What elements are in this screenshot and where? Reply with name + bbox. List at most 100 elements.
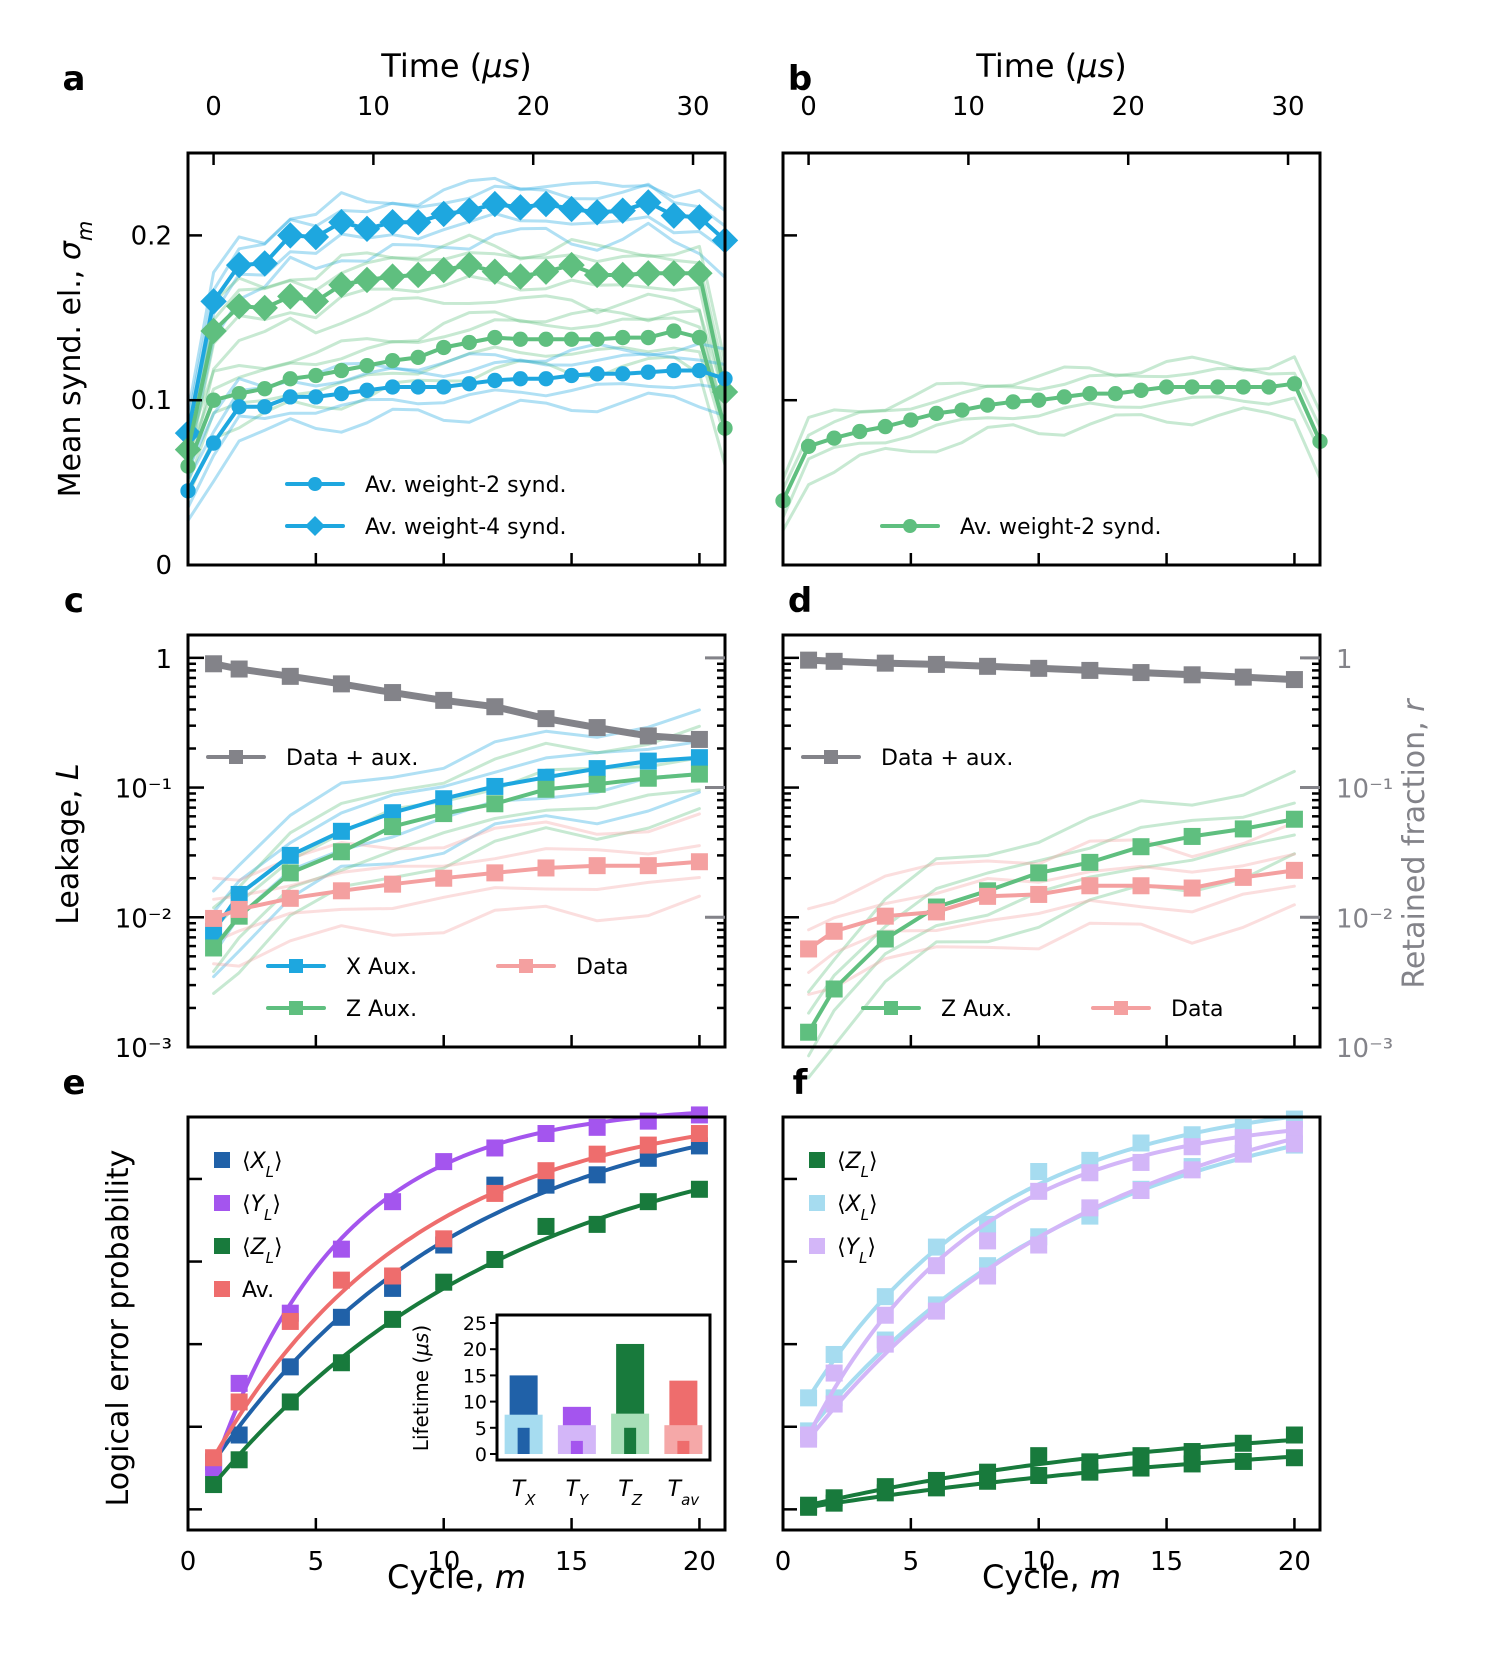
legend-label: Data + aux. [286, 746, 418, 771]
data-point [1285, 671, 1303, 689]
data-point [332, 1308, 350, 1326]
top-axis-title: Time (μs) [975, 47, 1126, 85]
inset-bar-inner [624, 1427, 637, 1454]
inset-bar-inner [570, 1440, 583, 1454]
inset-x-label: Tav [668, 1477, 701, 1509]
text-span: μs [481, 47, 519, 85]
text-span: X [524, 1491, 536, 1509]
data-point [800, 1023, 818, 1041]
data-point [686, 204, 713, 231]
data-point [281, 864, 299, 882]
text-span: Mean synd. el., [53, 260, 88, 497]
data-point [979, 1463, 997, 1481]
data-point [302, 223, 330, 251]
data-point [686, 260, 713, 287]
data-point [205, 655, 223, 673]
top-tick-label: 30 [1271, 92, 1304, 122]
faint-trace [212, 807, 701, 995]
data-point [690, 765, 708, 783]
faint-trace [781, 367, 1322, 491]
data-point [251, 294, 278, 322]
data-point [1285, 1449, 1303, 1467]
inset-y-tick-label: 0 [475, 1444, 487, 1466]
legend-label: Z Aux. [941, 997, 1012, 1022]
data-point [281, 889, 299, 907]
data-point [1081, 1199, 1099, 1217]
legend-label: Z Aux. [346, 997, 417, 1022]
data-point [404, 209, 432, 236]
data-point [486, 864, 504, 882]
text-span: r [1397, 698, 1432, 712]
data-point [537, 1125, 555, 1143]
data-point [487, 329, 503, 346]
y-tick-label: 0 [155, 551, 172, 581]
data-point [1030, 659, 1048, 677]
data-point [332, 882, 350, 900]
legend-marker [214, 1281, 230, 1297]
y-tick-label: 10⁻¹ [115, 775, 172, 805]
data-point [877, 418, 893, 435]
data-point [1183, 666, 1201, 684]
text-span: Leakage, [51, 780, 86, 925]
legend-marker [1114, 1001, 1128, 1015]
data-point [205, 435, 222, 451]
faint-trace [212, 812, 701, 882]
x-axis-title: Cycle, m [982, 1558, 1121, 1596]
data-point [332, 1354, 350, 1372]
faint-trace [186, 316, 727, 457]
text-span: ⟨ [242, 1192, 251, 1217]
data-point [1285, 1135, 1303, 1153]
data-point [532, 258, 560, 285]
legend-label: Data + aux. [881, 746, 1013, 771]
data-point [384, 1310, 402, 1328]
data-point [690, 730, 708, 748]
data-point [927, 903, 945, 921]
series-line [186, 263, 727, 452]
legend-label: ⟨XL⟩ [242, 1149, 283, 1181]
data-point [205, 922, 223, 940]
data-point [826, 430, 842, 446]
data-point [379, 263, 406, 290]
data-point [876, 1478, 894, 1496]
x-tick-label: 5 [308, 1547, 325, 1577]
text-span: ) [409, 1325, 433, 1333]
text-span: ⟩ [869, 1149, 878, 1174]
data-point [1132, 877, 1150, 895]
top-axis-title: Time (μs) [380, 47, 531, 85]
data-point [537, 710, 555, 728]
text-span: ⟩ [867, 1235, 876, 1260]
faint-trace [807, 801, 1296, 1015]
data-point [691, 362, 708, 379]
legend-marker [229, 750, 243, 764]
data-point [979, 397, 996, 413]
data-point [1082, 385, 1098, 402]
faint-trace [781, 406, 1322, 532]
data-point [384, 818, 402, 836]
data-point [1158, 379, 1175, 395]
data-point [1081, 853, 1099, 871]
text-span: Z [845, 1149, 862, 1174]
data-point [1234, 1145, 1252, 1163]
data-point [1132, 664, 1150, 682]
text-span: σ [53, 240, 88, 260]
data-point [435, 805, 453, 823]
data-point [690, 1125, 708, 1143]
text-span: ⟩ [272, 1192, 281, 1217]
data-point [1030, 885, 1048, 903]
data-point [1081, 661, 1099, 679]
fit-curve [806, 1128, 1297, 1437]
data-point [800, 1430, 818, 1448]
panel-a-frame [186, 151, 727, 567]
data-point [640, 329, 656, 346]
data-point [1234, 1434, 1252, 1452]
data-point [435, 790, 453, 808]
legend-marker [214, 1238, 230, 1254]
legend-label: ⟨YL⟩ [242, 1192, 281, 1224]
data-point [230, 1393, 248, 1411]
faint-trace [212, 790, 701, 979]
text-span: Y [579, 1491, 590, 1509]
data-point [927, 1471, 945, 1489]
faint-trace [186, 221, 727, 465]
text-span: m [495, 1558, 526, 1596]
data-point [205, 392, 222, 408]
